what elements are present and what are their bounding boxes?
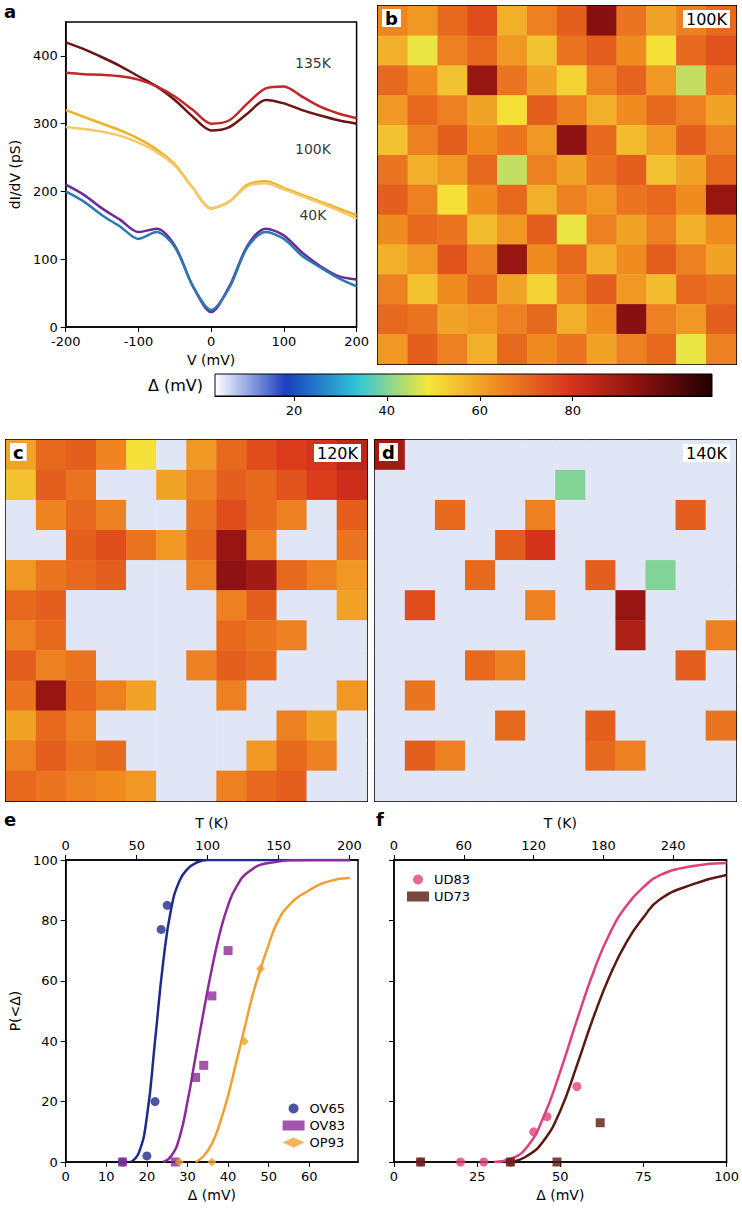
svg-text:40: 40 xyxy=(379,403,396,418)
svg-text:V (mV): V (mV) xyxy=(187,352,235,368)
svg-text:0: 0 xyxy=(49,1155,57,1170)
svg-text:a: a xyxy=(4,1,16,22)
svg-text:80: 80 xyxy=(41,913,58,928)
svg-text:0: 0 xyxy=(207,334,215,349)
svg-text:e: e xyxy=(4,809,16,830)
svg-text:10: 10 xyxy=(98,1169,115,1184)
svg-text:0: 0 xyxy=(390,1169,398,1184)
svg-text:c: c xyxy=(13,442,24,463)
svg-text:OP93: OP93 xyxy=(310,1135,345,1150)
svg-text:75: 75 xyxy=(635,1169,652,1184)
svg-text:100: 100 xyxy=(195,838,220,853)
svg-text:Δ (mV): Δ (mV) xyxy=(148,376,203,395)
svg-text:50: 50 xyxy=(260,1169,277,1184)
svg-text:Δ (mV): Δ (mV) xyxy=(188,1187,236,1203)
svg-text:-100: -100 xyxy=(124,334,154,349)
svg-text:0: 0 xyxy=(390,838,398,853)
svg-text:0: 0 xyxy=(49,320,57,335)
svg-text:60: 60 xyxy=(301,1169,318,1184)
svg-text:60: 60 xyxy=(471,403,488,418)
svg-text:150: 150 xyxy=(266,838,291,853)
svg-text:135K: 135K xyxy=(295,55,332,71)
svg-text:100: 100 xyxy=(271,334,296,349)
svg-text:140K: 140K xyxy=(686,444,728,463)
svg-text:b: b xyxy=(385,8,398,29)
svg-text:50: 50 xyxy=(128,838,145,853)
svg-text:d: d xyxy=(382,442,395,463)
svg-text:20: 20 xyxy=(41,1094,58,1109)
svg-text:20: 20 xyxy=(286,403,303,418)
svg-text:20: 20 xyxy=(139,1169,156,1184)
svg-text:200: 200 xyxy=(344,334,369,349)
svg-text:T (K): T (K) xyxy=(194,815,228,831)
svg-text:0: 0 xyxy=(62,838,70,853)
svg-text:UD83: UD83 xyxy=(434,872,470,887)
svg-text:120: 120 xyxy=(521,838,546,853)
svg-text:40: 40 xyxy=(220,1169,237,1184)
svg-text:80: 80 xyxy=(564,403,581,418)
svg-text:180: 180 xyxy=(591,838,616,853)
svg-text:50: 50 xyxy=(552,1169,569,1184)
svg-text:T (K): T (K) xyxy=(543,815,577,831)
svg-text:0: 0 xyxy=(62,1169,70,1184)
svg-text:P(<Δ): P(<Δ) xyxy=(7,991,23,1032)
svg-text:dI/dV (pS): dI/dV (pS) xyxy=(7,140,23,209)
svg-text:100K: 100K xyxy=(686,10,728,29)
svg-text:OV65: OV65 xyxy=(310,1101,345,1116)
svg-text:60: 60 xyxy=(41,973,58,988)
svg-text:100K: 100K xyxy=(295,141,332,157)
svg-text:100: 100 xyxy=(714,1169,739,1184)
svg-text:60: 60 xyxy=(456,838,473,853)
svg-text:100: 100 xyxy=(33,252,58,267)
svg-text:OV83: OV83 xyxy=(310,1118,345,1133)
svg-text:f: f xyxy=(376,809,384,830)
svg-text:100: 100 xyxy=(33,853,58,868)
svg-text:40K: 40K xyxy=(299,207,327,223)
svg-text:40: 40 xyxy=(41,1034,58,1049)
svg-text:200: 200 xyxy=(33,184,58,199)
svg-text:240: 240 xyxy=(661,838,686,853)
svg-text:120K: 120K xyxy=(317,444,359,463)
svg-text:300: 300 xyxy=(33,116,58,131)
svg-text:30: 30 xyxy=(179,1169,196,1184)
svg-text:25: 25 xyxy=(469,1169,486,1184)
svg-text:-200: -200 xyxy=(51,334,81,349)
svg-text:200: 200 xyxy=(337,838,362,853)
svg-text:UD73: UD73 xyxy=(434,889,470,904)
svg-text:Δ (mV): Δ (mV) xyxy=(536,1187,584,1203)
svg-text:400: 400 xyxy=(33,48,58,63)
